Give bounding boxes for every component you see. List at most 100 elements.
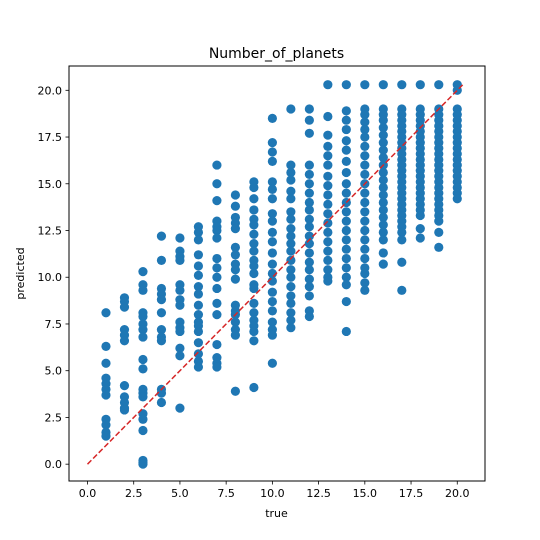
data-point	[249, 326, 259, 337]
data-point	[267, 194, 277, 204]
data-point	[212, 225, 222, 236]
data-point	[101, 341, 111, 352]
data-point	[360, 268, 370, 279]
data-point	[323, 227, 333, 237]
data-point	[378, 123, 388, 133]
data-point	[341, 225, 351, 236]
data-point	[360, 141, 370, 151]
data-point	[212, 272, 222, 282]
data-point	[378, 227, 388, 237]
data-point	[230, 330, 240, 340]
data-point	[286, 160, 296, 170]
data-point	[286, 231, 296, 241]
data-point	[138, 332, 148, 342]
data-point	[230, 250, 240, 260]
data-point	[323, 209, 333, 219]
data-point	[378, 248, 388, 258]
x-tick-label: 5.0	[171, 487, 189, 500]
data-point	[397, 235, 407, 245]
data-point	[175, 403, 185, 413]
data-point	[249, 308, 259, 318]
data-point	[304, 104, 314, 114]
data-point	[267, 306, 277, 316]
data-point	[360, 117, 370, 127]
data-point	[193, 281, 204, 292]
data-point	[138, 425, 148, 436]
data-point	[267, 287, 277, 297]
data-point	[286, 298, 296, 309]
x-axis-ticks: 0.0 2.5 5.0 7.5 10.0 12.5 15.0 17.5 20.0	[79, 481, 470, 500]
data-point	[193, 338, 204, 348]
data-point	[138, 267, 148, 277]
data-point	[378, 205, 388, 215]
data-point	[212, 362, 222, 372]
data-point	[286, 224, 296, 234]
data-point	[341, 253, 351, 264]
data-point	[304, 197, 314, 208]
data-point	[397, 80, 407, 90]
data-point	[360, 253, 370, 264]
reference-line	[86, 84, 464, 465]
data-point	[304, 188, 314, 198]
data-point	[360, 132, 370, 142]
data-point	[378, 212, 388, 223]
x-tick-label: 0.0	[79, 487, 97, 500]
data-point	[397, 257, 407, 267]
y-tick-label: 15.0	[38, 178, 63, 191]
x-tick-label: 7.5	[217, 487, 235, 500]
data-point	[267, 147, 277, 157]
data-point	[286, 308, 296, 318]
data-point	[267, 237, 277, 247]
data-point	[101, 358, 111, 368]
data-point	[156, 324, 167, 335]
data-point	[304, 248, 314, 258]
data-point	[341, 235, 351, 245]
data-point	[323, 199, 333, 209]
data-point	[286, 255, 296, 266]
data-point	[323, 141, 333, 151]
data-point	[138, 285, 148, 295]
data-point	[304, 214, 314, 224]
data-point	[193, 310, 204, 320]
data-point	[378, 145, 388, 155]
data-point	[249, 182, 259, 193]
data-point	[304, 205, 314, 215]
data-point	[175, 343, 185, 353]
x-tick-label: 15.0	[353, 487, 378, 500]
data-point	[267, 317, 277, 327]
data-point	[286, 186, 296, 196]
data-point	[249, 194, 259, 204]
data-point	[101, 308, 111, 318]
data-point	[452, 194, 462, 204]
data-point	[286, 291, 296, 301]
data-point	[341, 296, 351, 307]
data-point	[193, 362, 204, 372]
data-point	[230, 242, 240, 252]
data-point	[378, 182, 388, 193]
data-point	[323, 130, 333, 140]
data-point	[304, 115, 314, 125]
data-point	[360, 80, 370, 90]
data-point	[323, 218, 333, 228]
data-point	[156, 397, 167, 408]
data-point	[101, 390, 111, 400]
reference-layer	[86, 84, 464, 465]
data-point	[230, 224, 240, 234]
data-point	[286, 194, 296, 204]
data-point	[378, 235, 388, 245]
data-point	[341, 244, 351, 254]
data-point	[360, 278, 370, 288]
data-point	[175, 300, 185, 310]
data-point	[101, 431, 111, 441]
data-point	[249, 220, 259, 230]
points-layer	[101, 80, 462, 469]
data-point	[341, 216, 351, 226]
y-tick-label: 20.0	[38, 84, 63, 97]
data-point	[267, 138, 277, 148]
data-point	[212, 160, 222, 170]
data-point	[323, 80, 333, 90]
data-point	[323, 181, 333, 191]
data-point	[360, 110, 370, 120]
data-point	[138, 392, 148, 402]
data-point	[323, 255, 333, 266]
